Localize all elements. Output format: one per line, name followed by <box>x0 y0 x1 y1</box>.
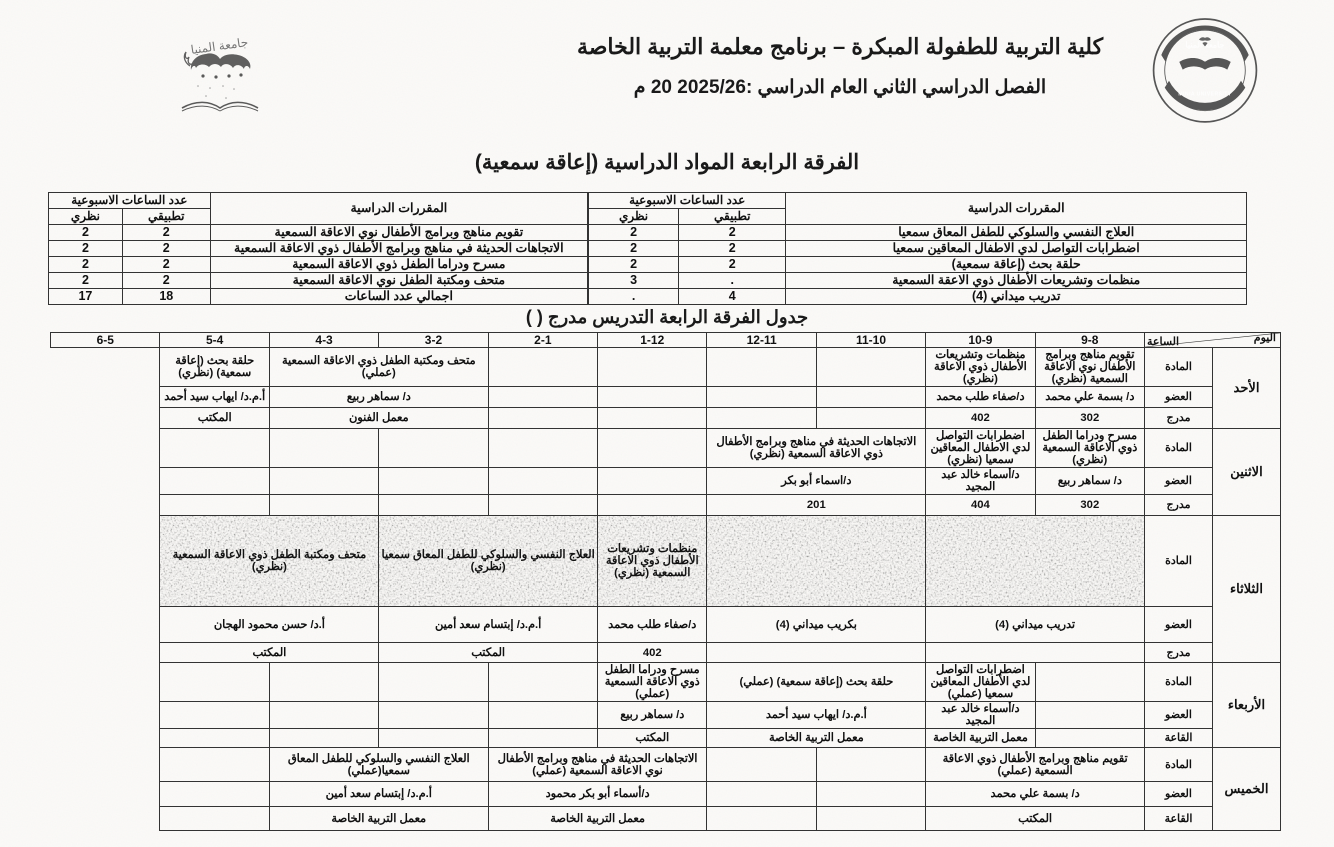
svg-text:جامعة المنيا: جامعة المنيا <box>190 35 249 57</box>
